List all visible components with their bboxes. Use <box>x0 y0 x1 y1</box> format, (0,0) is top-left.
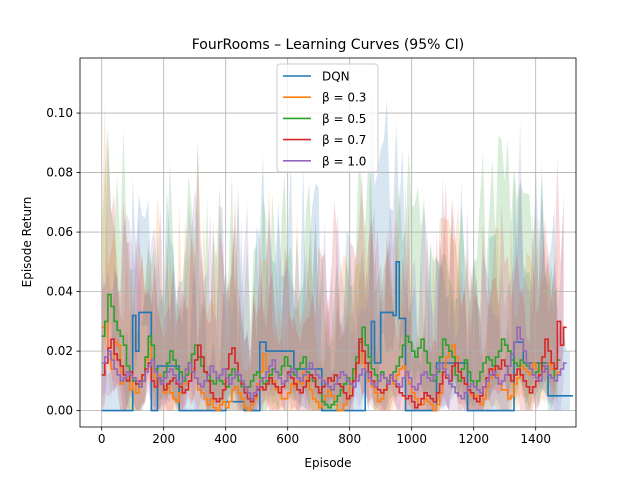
legend-label: β = 0.5 <box>322 112 366 126</box>
legend-label: β = 0.3 <box>322 91 366 105</box>
y-axis-label: Episode Return <box>20 197 34 288</box>
legend-box <box>276 63 379 173</box>
y-tick-label: 0.06 <box>46 225 73 239</box>
series-lines <box>101 261 573 412</box>
legend-label: β = 0.7 <box>322 133 366 147</box>
legend: DQN β = 0.3 β = 0.5 β = 0.7 β = 1.0 <box>276 63 379 173</box>
series-line-4 <box>101 326 567 400</box>
y-tick-label: 0.00 <box>46 404 73 418</box>
chart-title: FourRooms – Learning Curves (95% CI) <box>192 37 464 53</box>
y-tick-label: 0.04 <box>46 285 73 299</box>
y-tick-label: 0.08 <box>46 166 73 180</box>
series-line-1 <box>101 320 561 412</box>
legend-label: β = 1.0 <box>322 154 366 168</box>
ticks: 0 200 400 600 800 1000 1200 1400 0.00 0.02 0.04 0.0… <box>46 106 551 446</box>
legend-label: DQN <box>322 70 350 84</box>
x-tick-label: 1200 <box>458 432 489 446</box>
x-tick-label: 1000 <box>396 432 427 446</box>
x-tick-label: 800 <box>338 432 361 446</box>
x-tick-label: 600 <box>276 432 299 446</box>
ci-band-series-4 <box>101 121 564 411</box>
series-line-2 <box>101 293 561 409</box>
x-tick-label: 0 <box>98 432 106 446</box>
x-tick-label: 1400 <box>520 432 551 446</box>
axes-frame <box>79 57 577 428</box>
y-tick-label: 0.10 <box>46 106 73 120</box>
y-tick-label: 0.02 <box>46 344 73 358</box>
ci-band-series-1 <box>101 102 558 411</box>
x-axis-label: Episode <box>304 456 351 470</box>
ci-band-series-3 <box>101 139 564 411</box>
x-tick-label: 400 <box>214 432 237 446</box>
ci-band-series-0 <box>101 85 570 411</box>
x-tick-label: 200 <box>152 432 175 446</box>
